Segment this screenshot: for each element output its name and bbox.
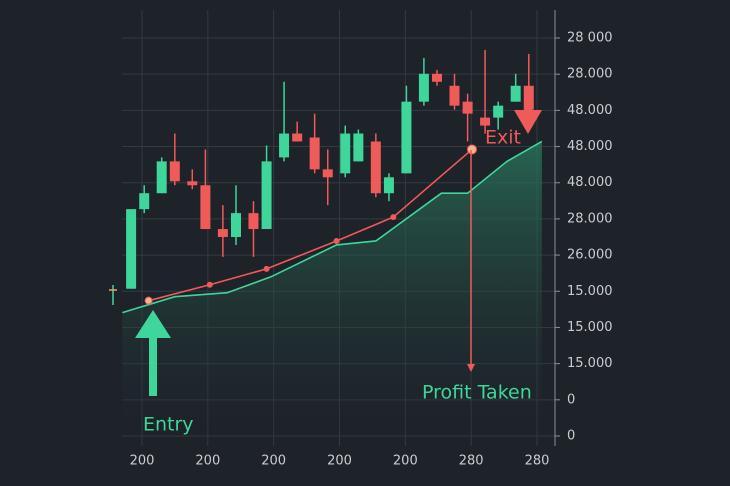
candle-body [401, 101, 412, 174]
candle-body [340, 133, 351, 174]
trade-point [263, 265, 270, 272]
candle-body [432, 73, 443, 82]
candle-body [309, 137, 320, 170]
trade-point [206, 281, 213, 288]
candle-body [248, 213, 259, 230]
y-tick-label: 26.000 [567, 248, 613, 263]
candle-body [418, 73, 429, 102]
y-tick-label: 15.000 [567, 356, 613, 371]
candle-body [449, 85, 460, 106]
exit-label: Exit [485, 127, 521, 149]
candle-body [370, 141, 381, 194]
plot [122, 49, 543, 437]
candle-body [261, 161, 272, 230]
candle-body [169, 161, 180, 182]
candle-body [200, 185, 211, 230]
candle-body [156, 161, 167, 194]
profit-label: Profit Taken [422, 382, 532, 404]
y-tick-label: 28.000 [567, 67, 613, 82]
y-tick-label: 0 [567, 429, 575, 444]
candle-body [230, 213, 241, 237]
y-tick-label: 15.000 [567, 284, 613, 299]
area-fill [122, 141, 542, 437]
candle-body [126, 209, 137, 289]
y-tick-label: 28 000 [567, 31, 613, 46]
area-line [122, 140, 543, 314]
candle-body [187, 181, 198, 186]
cross-marker [109, 285, 117, 305]
exit-arrow [514, 88, 542, 134]
trade-point [390, 214, 397, 221]
candle-body [480, 117, 491, 126]
profit-marker [467, 150, 475, 372]
trade-line [148, 148, 473, 302]
x-tick-label: 200 [261, 454, 286, 469]
y-tick-label: 0 [567, 392, 575, 407]
trade-point [466, 144, 477, 155]
x-tick-label: 280 [525, 454, 550, 469]
y-tick-label: 15.000 [567, 320, 613, 335]
entry-label: Entry [143, 414, 194, 436]
x-tick-label: 200 [195, 454, 220, 469]
x-tick-label: 200 [130, 454, 155, 469]
candle-body [462, 101, 473, 114]
candle-body [279, 133, 290, 158]
candle-body [322, 169, 333, 178]
x-tick-label: 280 [459, 454, 484, 469]
x-tick-label: 200 [327, 454, 352, 469]
trade-point [144, 296, 153, 305]
x-tick-label: 200 [393, 454, 418, 469]
candle-body [383, 177, 394, 194]
y-tick-label: 28.000 [567, 211, 613, 226]
y-tick-label: 48.000 [567, 175, 613, 190]
candle-body [292, 133, 303, 142]
candle-body [510, 85, 521, 102]
candle-body [353, 133, 364, 162]
candle-body [139, 193, 150, 210]
candle-body [493, 105, 504, 118]
y-tick-label: 48.000 [567, 139, 613, 154]
candle-body [217, 229, 228, 237]
trade-point [333, 237, 340, 244]
entry-arrow [135, 310, 171, 396]
y-tick-label: 48.000 [567, 103, 613, 118]
